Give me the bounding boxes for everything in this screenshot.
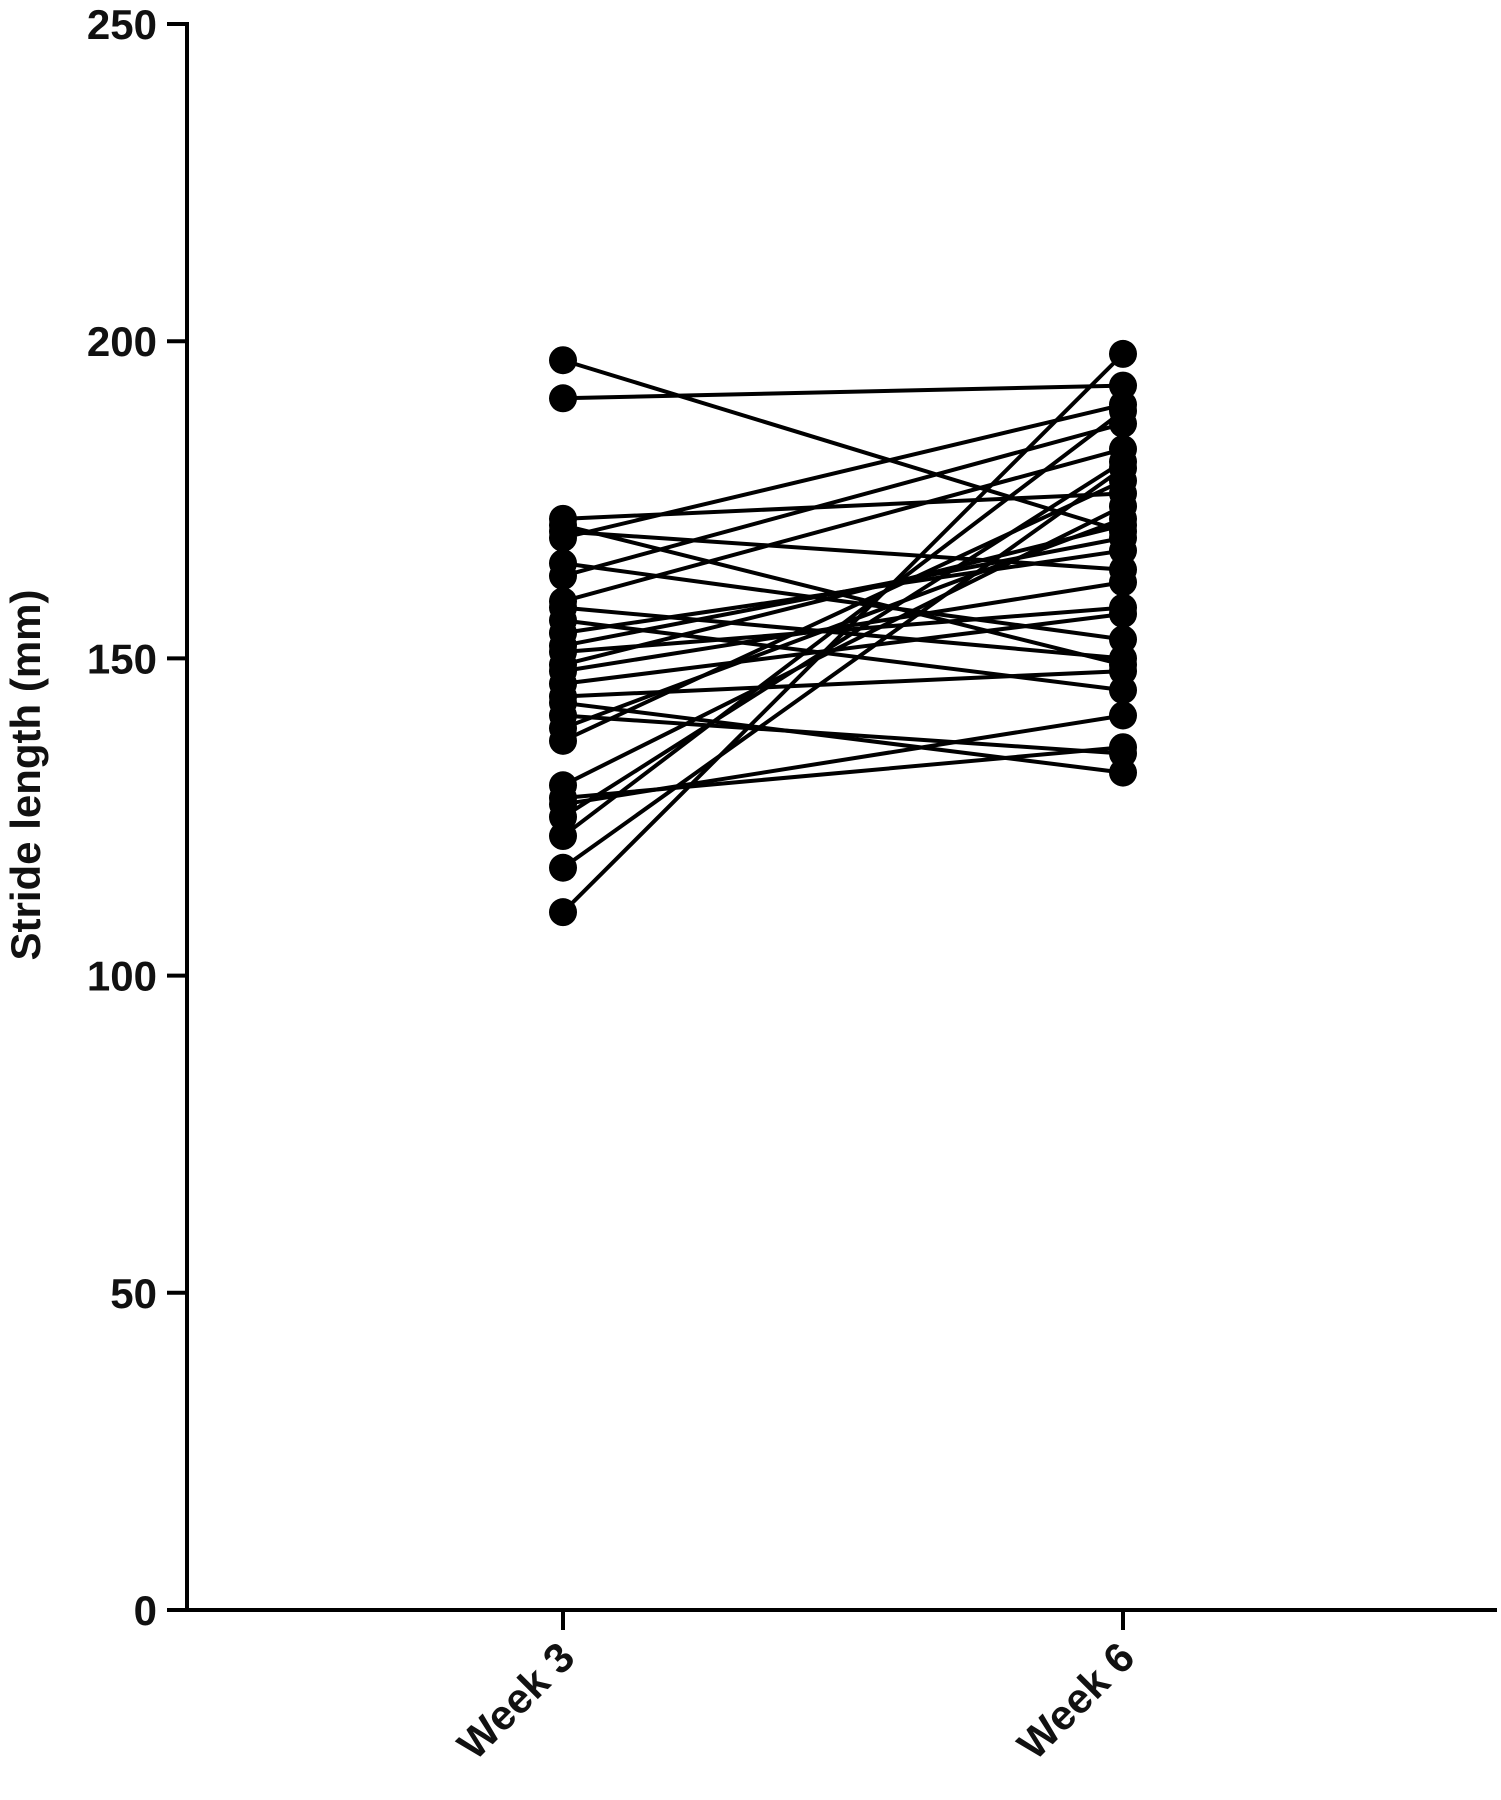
series-line xyxy=(561,460,1125,819)
series-points xyxy=(549,339,1137,927)
series-line xyxy=(562,618,1124,693)
y-axis-ticks: 0 50 100 150 200 250 xyxy=(87,1,187,1634)
y-axis-title: Stride length (mm) xyxy=(2,589,49,960)
data-point xyxy=(549,898,577,927)
series-line xyxy=(562,447,1124,604)
data-point xyxy=(549,561,577,590)
series-line xyxy=(562,523,1124,667)
y-tick-label: 150 xyxy=(87,635,157,682)
series-line xyxy=(562,383,1124,401)
series-line xyxy=(562,713,1124,756)
data-point xyxy=(1109,599,1137,628)
x-tick-label: Week 3 xyxy=(448,1633,583,1768)
data-point xyxy=(549,726,577,755)
series-line xyxy=(562,504,1124,788)
series-line xyxy=(561,352,1125,914)
series-line xyxy=(562,358,1124,534)
y-tick-label: 50 xyxy=(110,1270,157,1317)
data-point xyxy=(1109,733,1137,762)
data-point xyxy=(1109,339,1137,368)
x-tick-label: Week 6 xyxy=(1008,1633,1143,1768)
data-point xyxy=(1109,396,1137,425)
series-line xyxy=(562,700,1124,775)
data-point xyxy=(1109,454,1137,483)
y-tick-label: 250 xyxy=(87,1,157,48)
data-point xyxy=(549,822,577,851)
series-line xyxy=(561,409,1125,838)
y-tick-label: 0 xyxy=(134,1587,157,1634)
data-point xyxy=(549,384,577,413)
data-point xyxy=(549,523,577,552)
data-point xyxy=(1109,492,1137,521)
y-tick-label: 100 xyxy=(87,953,157,1000)
series-line xyxy=(562,402,1124,540)
x-axis-ticks: Week 3 Week 6 xyxy=(448,1610,1143,1768)
series-line xyxy=(562,580,1124,674)
data-point xyxy=(1109,701,1137,730)
y-tick-label: 200 xyxy=(87,318,157,365)
data-point xyxy=(549,346,577,375)
series-line xyxy=(562,478,1124,743)
series-line xyxy=(562,713,1124,807)
data-point xyxy=(549,853,577,882)
series-lines xyxy=(561,352,1125,914)
data-point xyxy=(1109,657,1137,686)
series-line xyxy=(561,466,1125,870)
data-point xyxy=(1109,568,1137,597)
series-line xyxy=(562,612,1124,686)
series-line xyxy=(562,605,1124,655)
